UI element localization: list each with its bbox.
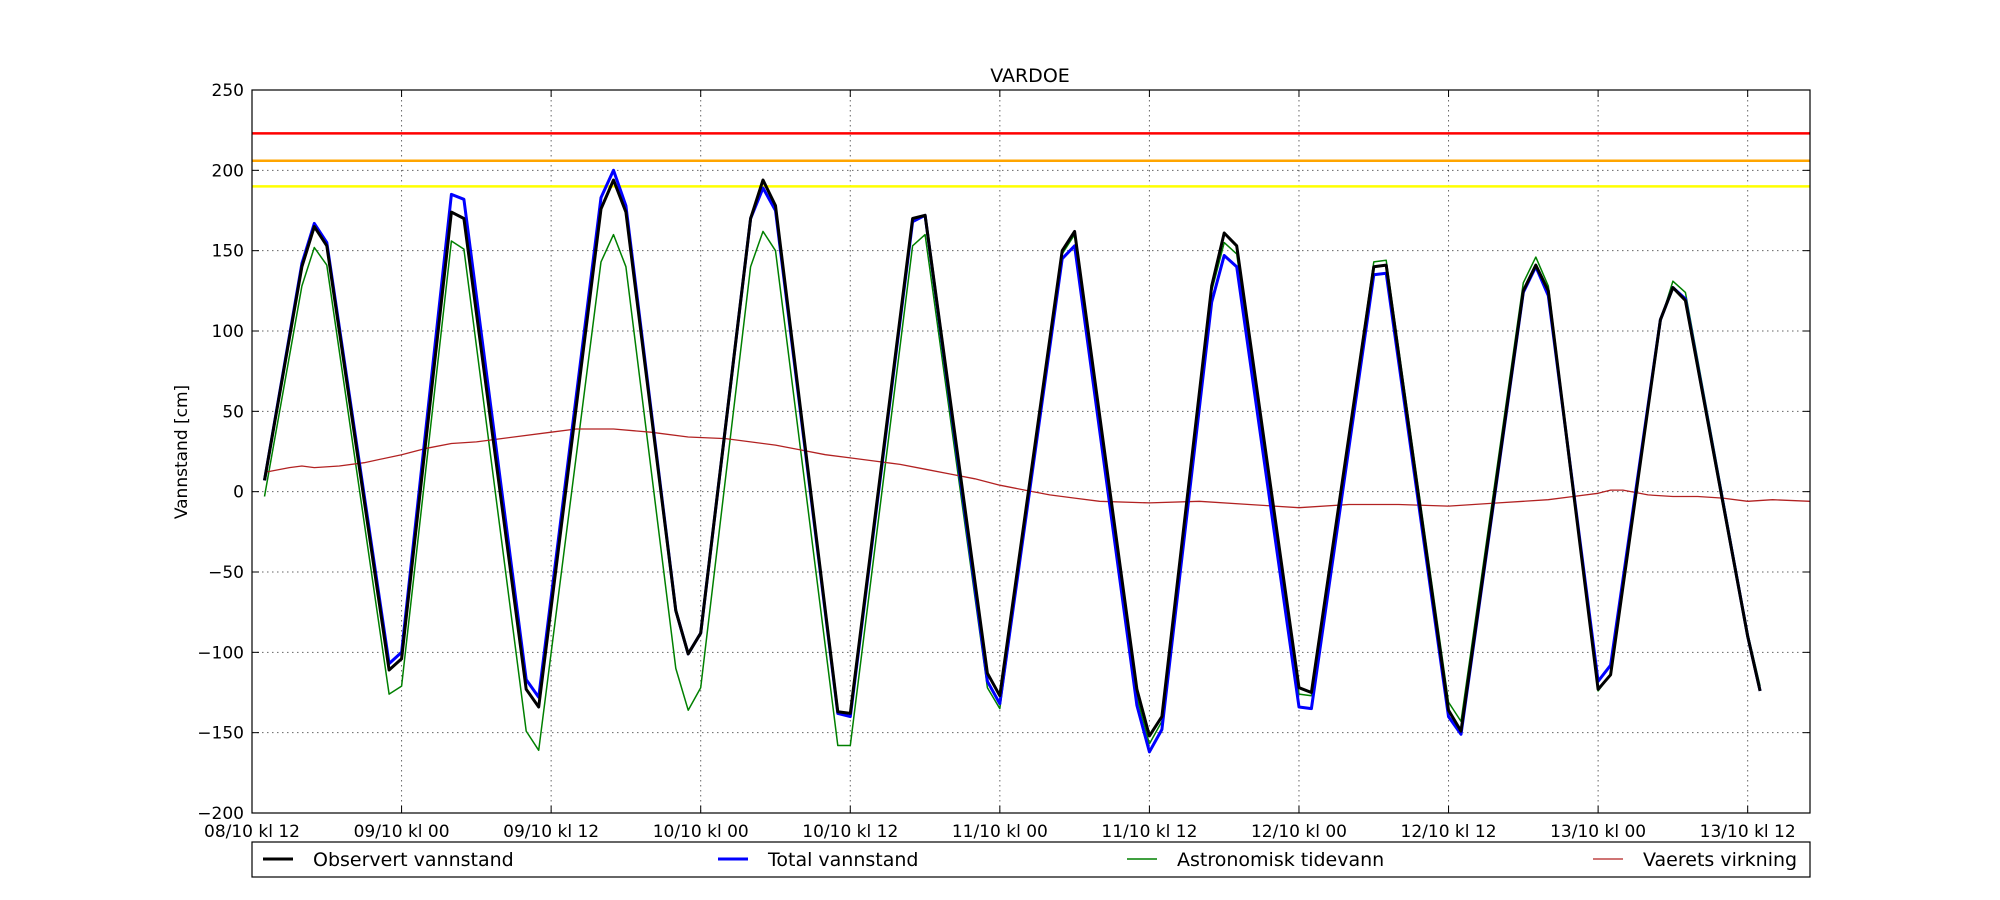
y-tick-label: 200	[212, 161, 244, 181]
series-lines	[263, 168, 1811, 754]
x-tick-label: 13/10 kl 12	[1700, 822, 1796, 842]
grid	[252, 90, 1810, 813]
reference-levels	[252, 132, 1810, 188]
y-tick-label: −200	[197, 804, 244, 824]
y-tick-label: 250	[212, 81, 244, 101]
series-line-2	[263, 230, 1761, 752]
legend: Observert vannstand Total vannstand Astron…	[251, 841, 1811, 878]
y-tick-label: −50	[208, 563, 244, 583]
plot-area-frame	[251, 89, 1811, 814]
x-tick-label: 10/10 kl 12	[802, 822, 898, 842]
y-axis-label: Vannstand [cm]	[172, 385, 192, 519]
y-tick-label: 150	[212, 242, 244, 262]
x-tick-label: 10/10 kl 00	[653, 822, 749, 842]
x-tick-label: 11/10 kl 00	[952, 822, 1048, 842]
x-tick-label: 12/10 kl 00	[1251, 822, 1347, 842]
y-tick-label: −100	[197, 643, 244, 663]
x-tick-label: 12/10 kl 12	[1401, 822, 1497, 842]
x-tick-label: 08/10 kl 12	[204, 822, 300, 842]
legend-label: Total vannstand	[767, 849, 918, 871]
y-tick-label: 0	[233, 483, 244, 503]
x-tick-label: 09/10 kl 00	[354, 822, 450, 842]
x-axis: 08/10 kl 12 09/10 kl 00 09/10 kl 12 10/10 k…	[204, 90, 1796, 842]
legend-box	[251, 841, 1811, 878]
y-tick-label: 50	[222, 402, 244, 422]
x-tick-label: 13/10 kl 00	[1550, 822, 1646, 842]
legend-label: Astronomisk tidevann	[1177, 849, 1384, 871]
series-line-0	[263, 178, 1762, 738]
x-tick-label: 09/10 kl 12	[503, 822, 599, 842]
y-tick-label: 100	[212, 322, 244, 342]
chart-title: VARDOE	[990, 65, 1070, 87]
y-axis: −200 −150 −100 −50 0 50 100 150 200 250	[197, 81, 1810, 824]
series-line-3	[264, 428, 1811, 509]
y-tick-label: −150	[197, 724, 244, 744]
legend-label: Observert vannstand	[313, 849, 514, 871]
x-tick-label: 11/10 kl 12	[1101, 822, 1197, 842]
legend-label: Vaerets virkning	[1643, 849, 1797, 871]
